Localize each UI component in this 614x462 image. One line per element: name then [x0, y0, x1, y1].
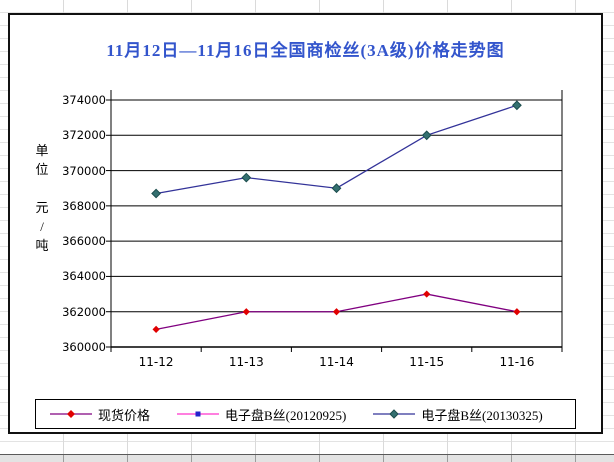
series-marker-0: [332, 308, 341, 316]
legend[interactable]: 现货价格 电子盘B丝(20120925) 电子盘B丝(20130325): [35, 399, 576, 429]
x-tick-label: 11-15: [409, 355, 445, 369]
y-tick-label: 364000: [62, 269, 106, 284]
legend-item[interactable]: 电子盘B丝(20120925): [177, 405, 346, 424]
y-tick-label: 362000: [62, 304, 106, 319]
series-marker-0: [152, 325, 160, 333]
y-tick-label: 370000: [62, 163, 106, 178]
series-marker-2: [151, 188, 162, 199]
legend-item[interactable]: 电子盘B丝(20130325): [373, 405, 543, 424]
sheet-edge: [0, 454, 614, 462]
series-marker-2: [421, 130, 432, 141]
x-tick-label: 11-14: [319, 355, 354, 369]
series-marker-2: [331, 183, 342, 194]
series-marker-0: [242, 308, 250, 316]
y-tick-label: 368000: [62, 198, 106, 213]
y-tick-label: 366000: [62, 234, 106, 249]
chart-object[interactable]: 11月12日—11月16日全国商检丝(3A级)价格走势图 单 位 元 / 吨 3…: [8, 13, 603, 434]
legend-label: 现货价格: [98, 407, 151, 423]
y-axis-unit-label: 单 位 元 / 吨: [35, 143, 49, 253]
series-marker-0: [513, 308, 521, 316]
series-marker-2: [511, 100, 522, 111]
legend-marker-icon: [177, 411, 220, 417]
plot-area[interactable]: [10, 15, 601, 432]
legend-marker-icon: [373, 409, 416, 419]
x-tick-label: 11-13: [228, 355, 264, 369]
legend-label: 电子盘B丝(20120925): [225, 407, 347, 423]
legend-marker-icon: [50, 410, 92, 418]
legend-item[interactable]: 现货价格: [50, 405, 150, 424]
y-tick-label: 374000: [62, 93, 106, 107]
y-tick-label: 360000: [62, 340, 106, 354]
series-marker-0: [423, 290, 431, 298]
x-tick-label: 11-12: [138, 355, 174, 369]
series-marker-2: [241, 172, 252, 183]
chart-title: 11月12日—11月16日全国商检丝(3A级)价格走势图: [106, 41, 505, 60]
legend-label: 电子盘B丝(20130325): [421, 407, 543, 423]
x-tick-label: 11-16: [499, 355, 535, 369]
y-tick-label: 372000: [62, 128, 106, 143]
